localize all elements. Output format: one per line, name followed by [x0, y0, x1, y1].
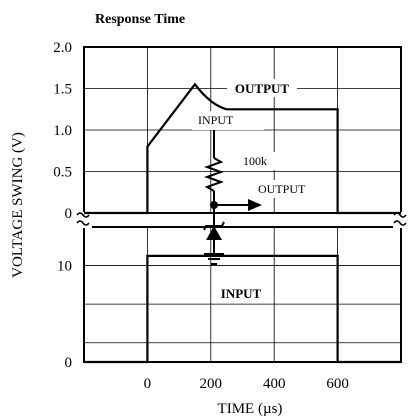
upper-y-tick-label: 2.0	[53, 40, 72, 56]
resistor-value-label: 100k	[243, 154, 267, 168]
output-series-line	[84, 82, 401, 215]
upper-y-tick-label: 1.5	[53, 82, 72, 98]
axis-break-left	[76, 212, 92, 228]
upper-y-tick-labels: 2.0 1.5 1.0 0.5 0	[53, 40, 72, 222]
upper-plot-frame	[83, 46, 402, 214]
lower-y-tick-labels: 10 0	[57, 259, 72, 371]
input-label-bg	[213, 284, 269, 302]
upper-y-tick-label: 0.5	[53, 165, 72, 181]
input-series-label: INPUT	[221, 286, 262, 301]
x-tick-label: 600	[326, 376, 349, 392]
x-tick-label: 200	[200, 376, 223, 392]
lower-plot-frame	[83, 226, 402, 363]
zener-diode-symbol	[206, 226, 222, 240]
circuit-input-label: INPUT	[198, 113, 234, 127]
lower-y-tick-label: 10	[57, 259, 72, 275]
inset-circuit: INPUT 100k OUTPUT	[192, 111, 314, 265]
x-tick-label: 0	[144, 376, 152, 392]
upper-y-tick-label: 0	[65, 206, 73, 222]
output-arrow	[248, 199, 262, 211]
y-axis-label: VOLTAGE SWING (V)	[10, 132, 26, 278]
upper-y-tick-label: 1.0	[53, 123, 72, 139]
circuit-output-label: OUTPUT	[258, 182, 306, 196]
ground-symbol	[204, 253, 224, 265]
lower-y-tick-label: 0	[65, 355, 73, 371]
resistor-symbol	[204, 157, 224, 192]
chart-title: Response Time	[95, 12, 185, 27]
output-label-bg	[227, 79, 297, 97]
x-axis-label: TIME (µs)	[218, 401, 283, 417]
lower-grid	[84, 227, 401, 362]
input-series-line	[84, 254, 401, 364]
x-tick-labels: 0 200 400 600	[144, 376, 349, 392]
x-tick-label: 400	[263, 376, 286, 392]
axis-break-right	[393, 212, 409, 228]
output-series-label: OUTPUT	[235, 81, 290, 96]
